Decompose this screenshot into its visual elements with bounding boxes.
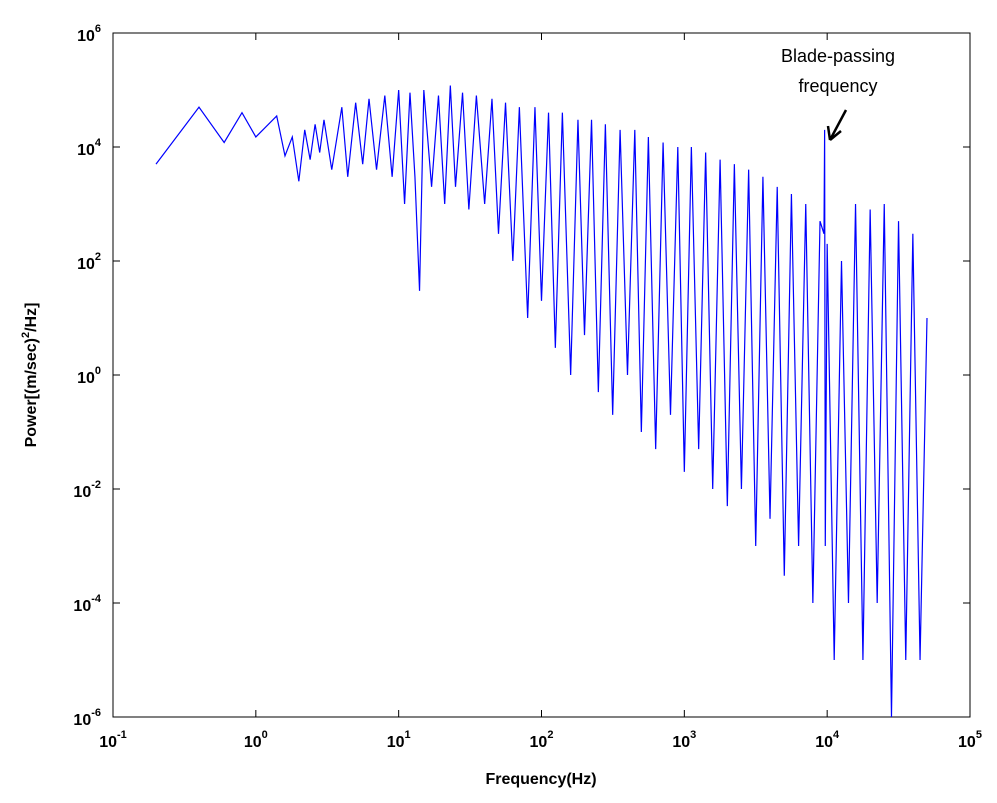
- tick-exponent: 1: [405, 729, 411, 741]
- x-axis-label: Frequency(Hz): [485, 771, 596, 788]
- tick-base: 10: [77, 370, 95, 387]
- tick-exponent: -6: [91, 707, 101, 719]
- tick-exponent: 0: [262, 729, 268, 741]
- tick-base: 10: [672, 734, 690, 751]
- tick-exponent: -1: [117, 729, 127, 741]
- tick-exponent: 2: [95, 251, 101, 263]
- tick-exponent: 6: [95, 23, 101, 35]
- y-tick-label: 10-4: [73, 593, 101, 615]
- tick-exponent: 4: [833, 729, 840, 741]
- y-tick-label: 104: [77, 137, 102, 159]
- tick-exponent: 4: [95, 137, 102, 149]
- y-label-sup: 2: [20, 332, 32, 338]
- annotation-arrow: [826, 109, 848, 141]
- y-tick-label: 102: [77, 251, 101, 273]
- annotation: frequency: [798, 76, 877, 96]
- x-tick-label: 104: [815, 729, 840, 751]
- y-tick-label: 10-6: [73, 707, 101, 729]
- y-label-part: /Hz]: [23, 303, 40, 332]
- tick-base: 10: [73, 598, 91, 615]
- tick-base: 10: [99, 734, 117, 751]
- y-tick-label: 100: [77, 365, 101, 387]
- y-label-part: Power[(m/sec): [23, 338, 40, 447]
- x-tick-label: 105: [958, 729, 982, 751]
- y-axis-label: Power[(m/sec)2/Hz]: [20, 303, 40, 448]
- x-tick-label: 102: [530, 729, 554, 751]
- tick-exponent: 2: [547, 729, 553, 741]
- x-tick-label: 100: [244, 729, 268, 751]
- y-tick-label: 106: [77, 23, 101, 45]
- tick-base: 10: [73, 484, 91, 501]
- data-line: [155, 85, 928, 718]
- tick-base: 10: [77, 28, 95, 45]
- tick-exponent: -2: [91, 479, 101, 491]
- x-tick-label: 101: [387, 729, 411, 751]
- tick-base: 10: [73, 712, 91, 729]
- y-tick-label: 10-2: [73, 479, 101, 501]
- tick-exponent: 3: [690, 729, 696, 741]
- tick-exponent: -4: [91, 593, 102, 605]
- tick-base: 10: [387, 734, 405, 751]
- tick-base: 10: [530, 734, 548, 751]
- tick-base: 10: [244, 734, 262, 751]
- tick-base: 10: [815, 734, 833, 751]
- x-tick-label: 103: [672, 729, 696, 751]
- annotation: Blade-passing: [781, 46, 895, 66]
- tick-base: 10: [958, 734, 976, 751]
- plot-area: [112, 32, 971, 718]
- tick-base: 10: [77, 256, 95, 273]
- tick-base: 10: [77, 142, 95, 159]
- tick-exponent: 5: [976, 729, 982, 741]
- x-tick-label: 10-1: [99, 729, 127, 751]
- tick-exponent: 0: [95, 365, 101, 377]
